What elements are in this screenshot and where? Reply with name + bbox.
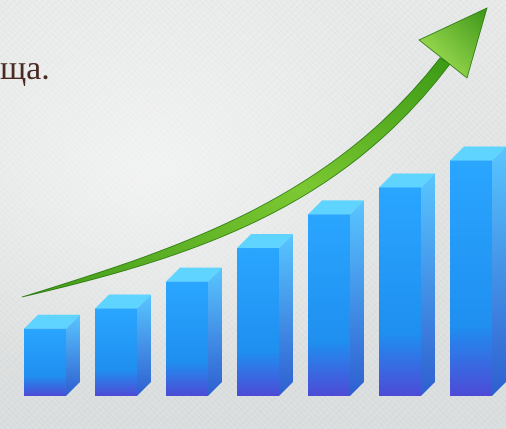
bar xyxy=(450,146,506,396)
bar-side xyxy=(208,267,222,396)
trend-arrow-icon xyxy=(21,7,488,298)
bar-side xyxy=(137,294,151,396)
bar-front xyxy=(24,328,66,396)
bar xyxy=(379,173,435,396)
bar-top xyxy=(95,294,151,309)
bar-top xyxy=(237,234,293,248)
bar xyxy=(166,267,222,396)
caption-text: ща. xyxy=(0,50,50,87)
bars-group xyxy=(24,146,506,396)
bar-top xyxy=(450,146,506,161)
bar-top xyxy=(24,314,80,329)
bar xyxy=(237,234,293,396)
bar xyxy=(308,200,364,396)
bar-side xyxy=(66,314,80,396)
bar-front xyxy=(379,187,421,396)
bar-side xyxy=(350,200,364,396)
bar-top xyxy=(166,267,222,282)
bar-front xyxy=(308,214,350,396)
bar xyxy=(95,294,151,396)
bar-top xyxy=(308,200,364,215)
bar-top xyxy=(379,173,435,188)
bar-front xyxy=(237,248,279,396)
bar-side xyxy=(421,173,435,396)
bar-front xyxy=(166,281,208,396)
bar-side xyxy=(279,234,293,396)
bar xyxy=(24,314,80,396)
bar-side xyxy=(492,146,506,396)
bar-front xyxy=(95,308,137,396)
bar-front xyxy=(450,160,492,396)
